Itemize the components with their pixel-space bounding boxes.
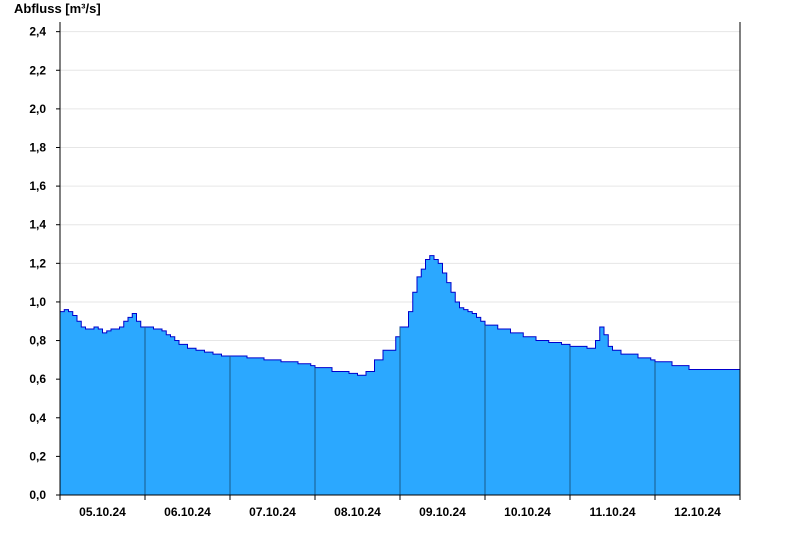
y-tick-label: 0,6 [29, 372, 46, 386]
x-tick-label: 08.10.24 [334, 505, 381, 519]
y-tick-label: 1,0 [29, 295, 46, 309]
y-tick-label: 0,0 [29, 488, 46, 502]
y-tick-label: 1,2 [29, 256, 46, 270]
y-axis-title: Abfluss [m³/s] [14, 1, 101, 16]
x-tick-label: 06.10.24 [164, 505, 211, 519]
y-tick-label: 2,2 [29, 63, 46, 77]
x-tick-label: 05.10.24 [79, 505, 126, 519]
y-tick-labels: 0,0 0,2 0,4 0,6 0,8 1,0 1,2 1,4 1,6 1,8 2,0 2,2 2,4 [29, 25, 46, 502]
y-tick-label: 1,4 [29, 218, 46, 232]
y-tick-label: 0,8 [29, 334, 46, 348]
y-tick-label: 2,0 [29, 102, 46, 116]
x-tick-labels: 05.10.24 06.10.24 07.10.24 08.10.24 09.10.24… [79, 505, 721, 519]
y-tick-label: 2,4 [29, 25, 46, 39]
area-outline [60, 255, 740, 376]
y-tick-label: 0,2 [29, 449, 46, 463]
x-tick-label: 11.10.24 [589, 505, 635, 519]
x-tick-label: 07.10.24 [249, 505, 296, 519]
day-separators [144, 325, 656, 495]
y-tick-label: 1,6 [29, 179, 46, 193]
y-tick-label: 0,4 [29, 411, 46, 425]
x-tick-label: 09.10.24 [419, 505, 466, 519]
y-tick-label: 1,8 [29, 140, 46, 154]
x-tick-label: 12.10.24 [674, 505, 721, 519]
axes [56, 22, 741, 500]
x-tick-label: 10.10.24 [504, 505, 551, 519]
